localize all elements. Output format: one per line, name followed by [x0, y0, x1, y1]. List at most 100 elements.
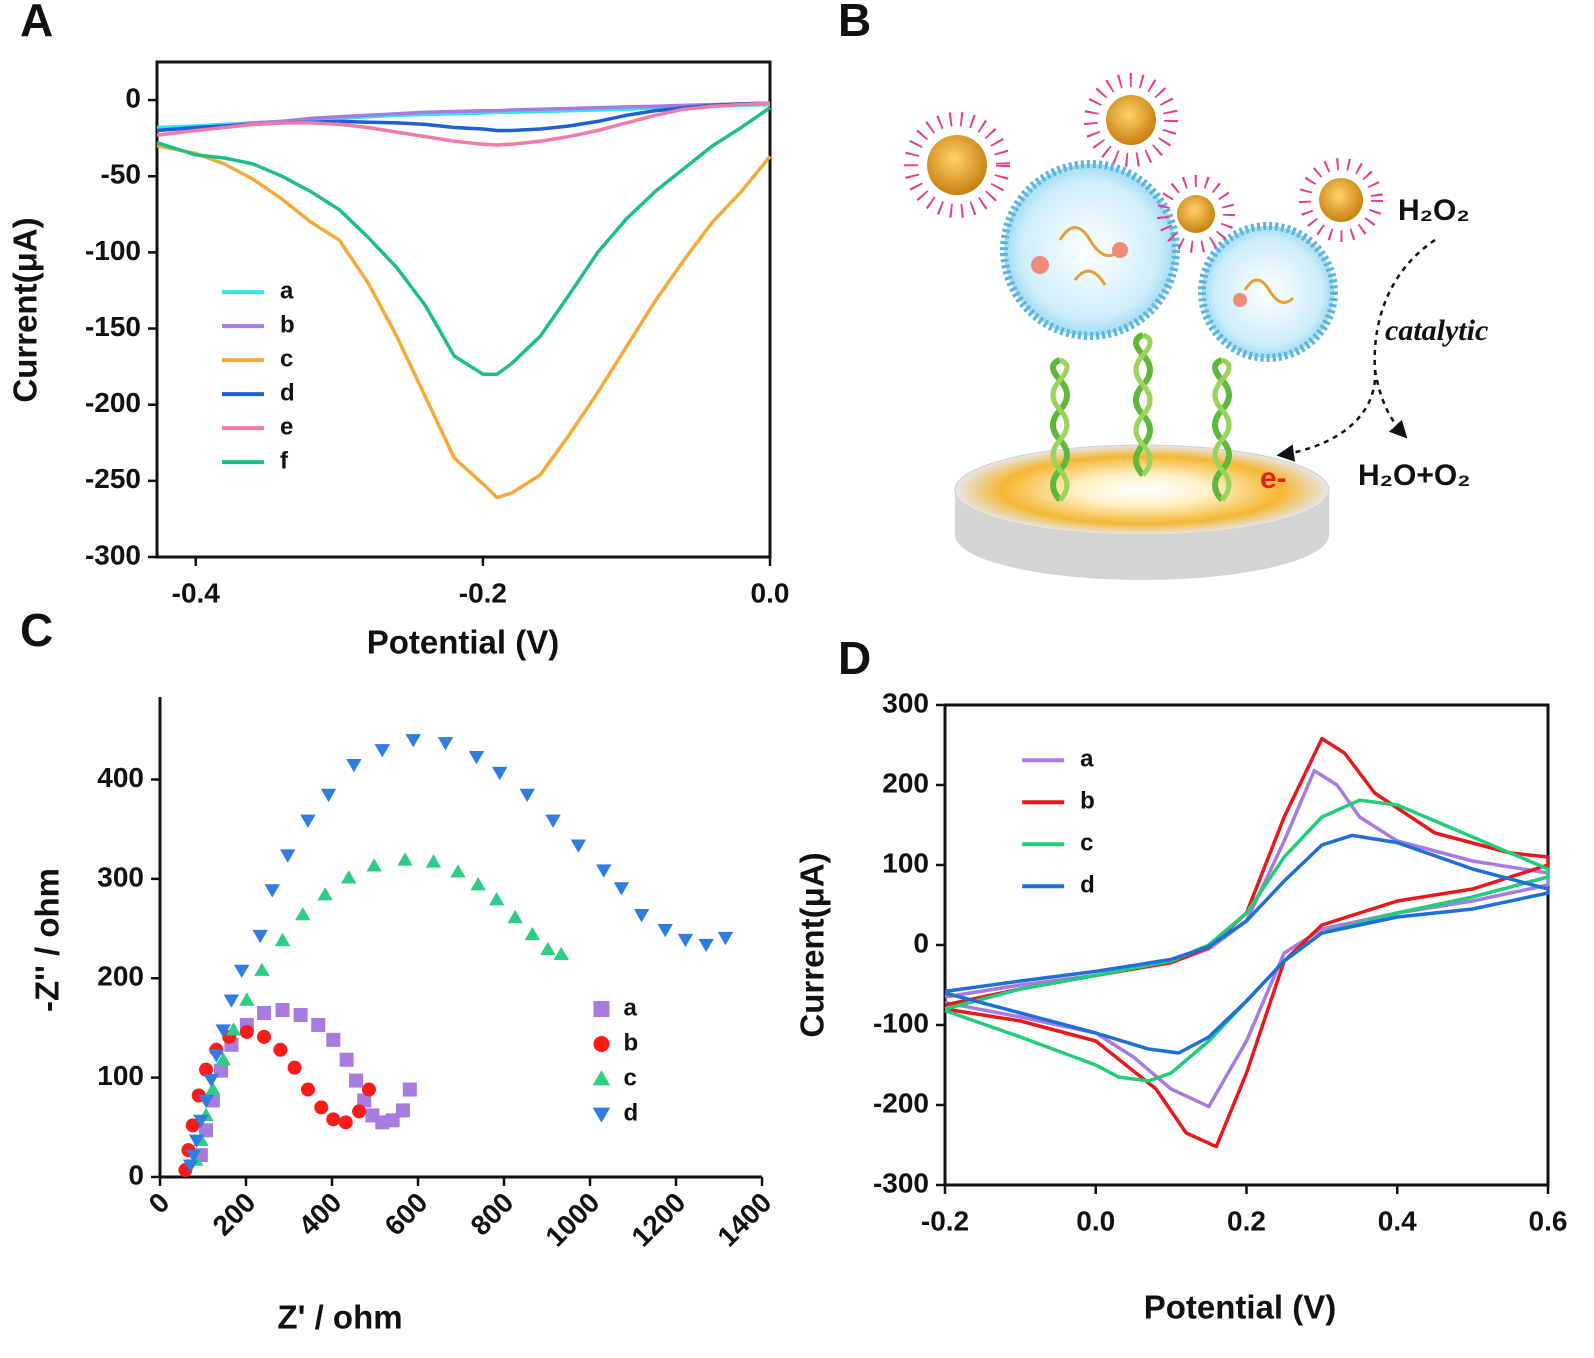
point — [519, 788, 535, 803]
x-tick-label: 200 — [207, 1187, 262, 1242]
legend-label: e — [280, 414, 293, 441]
cargo — [1112, 242, 1128, 258]
point — [425, 854, 442, 868]
point — [275, 1003, 290, 1018]
point — [208, 1049, 225, 1063]
plot-frame — [155, 60, 772, 559]
point — [596, 864, 612, 878]
gold-particle — [1106, 95, 1156, 145]
x-axis-title: Potential (V) — [1144, 1289, 1337, 1326]
point — [185, 1149, 202, 1163]
point — [341, 870, 357, 884]
point — [257, 1006, 272, 1021]
point — [545, 814, 561, 828]
point — [450, 864, 466, 878]
point — [540, 941, 556, 956]
panel-letter: C — [20, 604, 53, 656]
point — [468, 751, 485, 765]
x-tick-label: 0 — [143, 1187, 176, 1220]
point — [225, 1022, 242, 1036]
point — [300, 1082, 315, 1097]
point — [338, 1115, 353, 1130]
y-tick-label: 0 — [913, 927, 929, 958]
point — [300, 814, 316, 828]
x-tick-label: 1000 — [539, 1187, 605, 1253]
y-tick-label: 0 — [128, 1159, 144, 1190]
legend-label: d — [1080, 872, 1095, 899]
dna-helix — [1133, 332, 1153, 478]
x-tick-label: 400 — [293, 1187, 348, 1242]
x-tick-label: 0.2 — [1227, 1205, 1266, 1236]
y-tick-label: 0 — [125, 82, 141, 113]
chart: A -0.4 -0.2 0.0 -300 -250 -200 -150 -100 -50 0 Pote… — [7, 0, 790, 661]
legend-marker — [592, 1107, 611, 1123]
gold-particle — [1177, 195, 1215, 233]
point — [374, 744, 391, 758]
vesicle — [1198, 222, 1338, 362]
point — [257, 1029, 272, 1044]
dna-helix — [1212, 357, 1232, 502]
point — [570, 839, 587, 853]
line-series — [156, 106, 771, 376]
point — [320, 788, 337, 803]
process-label: catalytic — [1385, 314, 1488, 347]
y-tick-label: -100 — [85, 235, 141, 266]
point — [357, 1093, 372, 1108]
dna-helix — [1050, 357, 1070, 503]
point — [199, 1123, 214, 1138]
y-tick-label: 200 — [882, 767, 929, 798]
dna-helix — [1133, 332, 1153, 477]
point — [193, 1114, 209, 1129]
x-axis-title: Potential (V) — [367, 624, 560, 661]
point — [273, 1042, 288, 1057]
point — [287, 1060, 302, 1075]
y-tick-label: -150 — [85, 311, 141, 342]
legend-label: c — [1080, 830, 1093, 857]
y-tick-label: 400 — [97, 762, 144, 793]
point — [274, 932, 291, 947]
y-tick-label: -50 — [101, 159, 141, 190]
dna-helix — [1212, 357, 1232, 503]
point — [326, 1112, 341, 1127]
point — [205, 1081, 221, 1096]
cargo-rna — [1058, 226, 1295, 304]
legend-label: c — [280, 346, 293, 373]
point — [223, 994, 240, 1008]
line-series — [944, 736, 1550, 1149]
legend-label: a — [1080, 746, 1094, 773]
point — [717, 931, 734, 946]
x-tick-label: 800 — [465, 1187, 520, 1242]
point — [215, 1052, 231, 1066]
x-tick-label: -0.2 — [921, 1205, 969, 1236]
y-tick-label: 300 — [97, 861, 144, 892]
x-tick-label: 1400 — [711, 1187, 777, 1253]
point — [633, 909, 650, 923]
point — [182, 1159, 199, 1173]
line-series — [944, 833, 1550, 1055]
point — [199, 1062, 214, 1077]
x-tick-label: 1200 — [625, 1187, 691, 1253]
panel-letter: A — [20, 0, 53, 46]
legend-label: a — [623, 994, 637, 1021]
x-tick-label: 0.0 — [751, 577, 790, 608]
point — [215, 1024, 231, 1038]
point — [395, 1103, 410, 1118]
x-tick-label: 0.0 — [1076, 1205, 1115, 1236]
x-tick-label: -0.4 — [172, 577, 221, 608]
product-arrow — [1373, 369, 1408, 439]
point — [239, 992, 255, 1006]
point — [339, 1052, 354, 1067]
chart: C 0 200 400 600 800 1000 1200 1400 0 100 200 300 400 Z… — [20, 604, 777, 1336]
point — [405, 734, 421, 748]
point — [188, 1134, 205, 1148]
gold-particle — [927, 135, 987, 195]
point — [311, 1017, 326, 1032]
y-axis-title: -Z'' / ohm — [29, 868, 66, 1012]
product-label: H₂O+O₂ — [1358, 459, 1471, 492]
legend-label: b — [280, 312, 295, 339]
ligand-shell — [904, 112, 1010, 218]
point — [234, 964, 250, 978]
y-tick-label: -300 — [85, 539, 141, 570]
cargo — [1031, 256, 1049, 274]
y-tick-label: 300 — [882, 687, 929, 718]
